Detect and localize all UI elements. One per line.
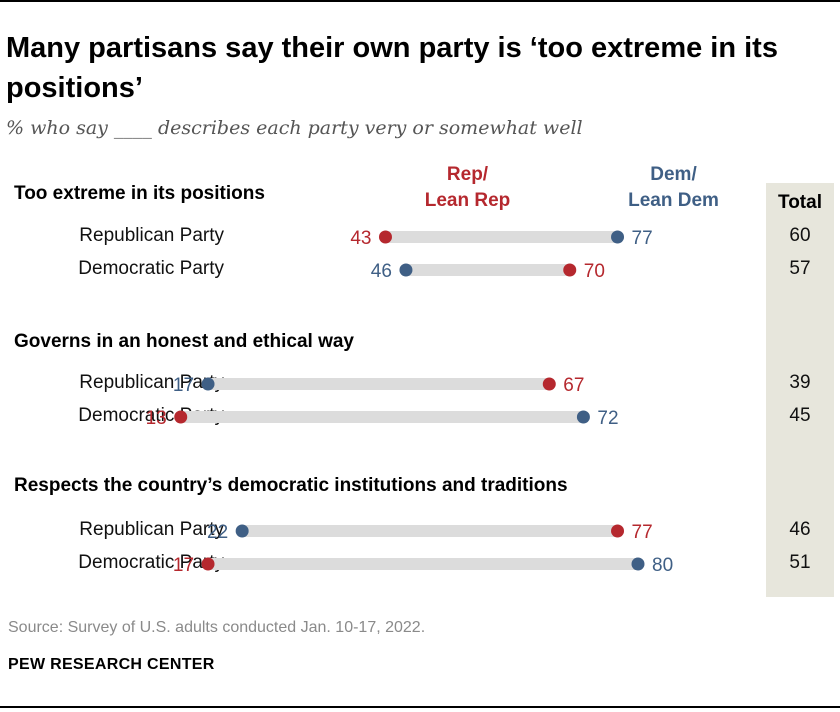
- dem-dot-institutions-democratic: [631, 557, 645, 571]
- organization-name: PEW RESEARCH CENTER: [8, 656, 215, 673]
- dem-header-line2: Lean Dem: [628, 190, 719, 211]
- section-label-too-extreme: Too extreme in its positions: [14, 183, 265, 204]
- dem-dot-too-extreme-republican: [611, 230, 625, 244]
- rep-dot-institutions-republican: [611, 524, 625, 538]
- total-header: Total: [778, 192, 822, 213]
- row-label-too-extreme-republican: Republican Party: [79, 225, 224, 246]
- dem-value-label-institutions-democratic: 80: [652, 555, 673, 576]
- row-label-institutions-democratic: Democratic Party: [78, 552, 224, 573]
- dem-header-line1: Dem/: [650, 164, 697, 185]
- top-rule: [0, 0, 840, 2]
- dem-value-label-institutions-republican: 22: [207, 522, 228, 543]
- total-value-honest-democratic: 45: [789, 405, 811, 426]
- total-value-institutions-republican: 46: [789, 519, 811, 540]
- dem-dot-institutions-republican: [235, 524, 249, 538]
- total-value-too-extreme-democratic: 57: [789, 258, 811, 279]
- rep-dot-institutions-democratic: [201, 557, 215, 571]
- dem-series-header: Dem/ Lean Dem: [606, 162, 741, 214]
- rep-header-line2: Lean Rep: [424, 190, 511, 211]
- total-column-background: [766, 183, 834, 597]
- section-label-democratic-institutions: Respects the country’s democratic instit…: [14, 475, 568, 496]
- rep-dot-honest-republican: [542, 377, 556, 391]
- rep-value-label-too-extreme-republican: 43: [350, 228, 371, 249]
- range-bar-honest-republican: [208, 378, 550, 390]
- bottom-rule: [0, 706, 840, 708]
- range-bar-too-extreme-republican: [385, 231, 618, 243]
- range-bar-institutions-republican: [242, 525, 618, 537]
- rep-value-label-honest-democratic: 13: [146, 408, 167, 429]
- chart-title: Many partisans say their own party is ‘t…: [6, 32, 778, 104]
- range-bar-honest-democratic: [180, 411, 584, 423]
- total-value-institutions-democratic: 51: [789, 552, 811, 573]
- rep-header-line1: Rep/: [446, 164, 489, 185]
- rep-value-label-institutions-democratic: 17: [173, 555, 194, 576]
- section-label-honest-ethical: Governs in an honest and ethical way: [14, 331, 354, 352]
- rep-dot-too-extreme-republican: [378, 230, 392, 244]
- row-label-honest-republican: Republican Party: [79, 372, 224, 393]
- dem-value-label-too-extreme-democratic: 46: [371, 261, 392, 282]
- dem-dot-too-extreme-democratic: [399, 263, 413, 277]
- total-value-too-extreme-republican: 60: [789, 225, 811, 246]
- rep-series-header: Rep/ Lean Rep: [400, 162, 535, 214]
- rep-dot-too-extreme-democratic: [563, 263, 577, 277]
- range-bar-too-extreme-democratic: [405, 264, 570, 276]
- range-bar-institutions-democratic: [208, 558, 638, 570]
- dem-value-label-honest-republican: 17: [173, 375, 194, 396]
- rep-value-label-institutions-republican: 77: [632, 522, 653, 543]
- row-label-institutions-republican: Republican Party: [79, 519, 224, 540]
- source-note: Source: Survey of U.S. adults conducted …: [8, 619, 426, 636]
- dem-dot-honest-democratic: [576, 410, 590, 424]
- row-label-too-extreme-democratic: Democratic Party: [78, 258, 224, 279]
- rep-value-label-honest-republican: 67: [563, 375, 584, 396]
- dem-dot-honest-republican: [201, 377, 215, 391]
- dem-value-label-honest-democratic: 72: [597, 408, 618, 429]
- chart-subtitle: % who say ____ describes each party very…: [6, 117, 583, 139]
- total-value-honest-republican: 39: [789, 372, 811, 393]
- rep-value-label-too-extreme-democratic: 70: [584, 261, 605, 282]
- rep-dot-honest-democratic: [174, 410, 188, 424]
- dem-value-label-too-extreme-republican: 77: [632, 228, 653, 249]
